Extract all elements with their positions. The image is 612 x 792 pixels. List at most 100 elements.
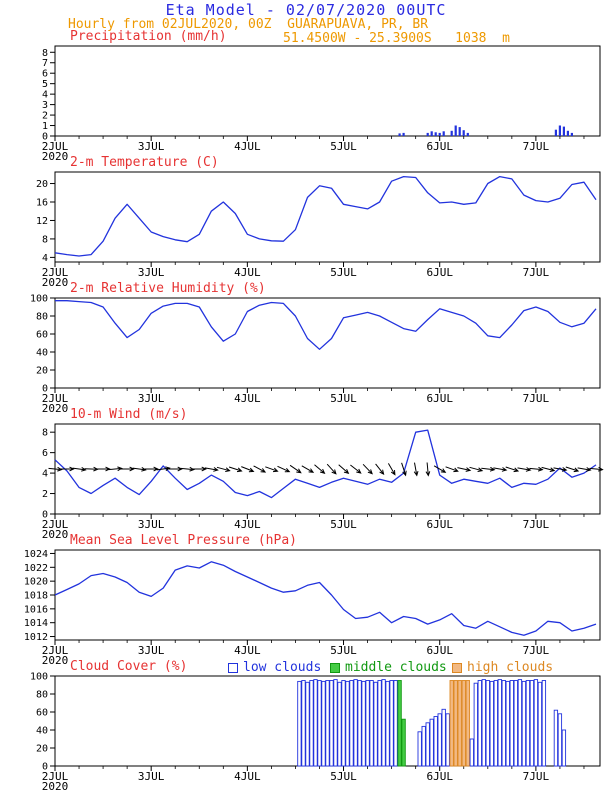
svg-text:80: 80: [36, 690, 48, 701]
svg-text:5JUL: 5JUL: [330, 518, 357, 531]
svg-text:2JUL: 2JUL: [42, 392, 69, 405]
svg-text:20: 20: [36, 744, 48, 755]
legend-low-clouds: low clouds: [228, 660, 321, 675]
svg-text:2JUL: 2JUL: [42, 518, 69, 531]
legend-low-swatch: [228, 662, 238, 673]
svg-text:3JUL: 3JUL: [138, 266, 165, 279]
svg-text:12: 12: [36, 216, 48, 227]
station-location: 51.4500W - 25.3900S 1038 m: [283, 31, 510, 46]
svg-text:6JUL: 6JUL: [426, 392, 453, 405]
svg-text:7JUL: 7JUL: [523, 140, 550, 153]
page-title: Eta Model - 02/07/2020 00UTC: [165, 1, 447, 19]
svg-text:2JUL: 2JUL: [42, 770, 69, 783]
svg-text:4: 4: [42, 469, 48, 480]
svg-text:2: 2: [42, 111, 48, 122]
svg-text:60: 60: [36, 708, 48, 719]
svg-text:2JUL: 2JUL: [42, 140, 69, 153]
mslp-series-line: [54, 561, 597, 636]
svg-text:5JUL: 5JUL: [330, 266, 357, 279]
svg-text:6: 6: [42, 448, 48, 459]
svg-text:7JUL: 7JUL: [523, 518, 550, 531]
temperature-2m-panel: 4 8 12 16 20 2JUL2020 3JUL 4JUL 5JUL 6JUL 7JUL: [36, 171, 601, 289]
svg-text:6JUL: 6JUL: [426, 140, 453, 153]
panel-title-temperature: 2-m Temperature (C): [70, 155, 219, 170]
svg-text:5JUL: 5JUL: [330, 140, 357, 153]
svg-text:6JUL: 6JUL: [426, 770, 453, 783]
svg-text:4JUL: 4JUL: [234, 266, 261, 279]
wind-10m-panel: 0 2 4 6 8 2JUL2020 3JUL 4JUL 5JUL 6JUL 7JUL: [42, 423, 604, 541]
svg-text:4JUL: 4JUL: [234, 644, 261, 657]
svg-text:4JUL: 4JUL: [234, 518, 261, 531]
svg-text:1020: 1020: [24, 577, 48, 588]
svg-text:2020: 2020: [42, 150, 69, 163]
svg-text:0: 0: [42, 510, 48, 521]
svg-text:3JUL: 3JUL: [138, 518, 165, 531]
svg-text:5: 5: [42, 79, 48, 90]
svg-text:1022: 1022: [24, 563, 48, 574]
svg-text:4JUL: 4JUL: [234, 770, 261, 783]
svg-text:60: 60: [36, 330, 48, 341]
svg-text:5JUL: 5JUL: [330, 770, 357, 783]
svg-text:100: 100: [30, 672, 48, 683]
legend-high-swatch: [452, 662, 462, 673]
svg-text:0: 0: [42, 762, 48, 773]
svg-text:7JUL: 7JUL: [523, 266, 550, 279]
svg-text:8: 8: [42, 48, 48, 59]
panel-title-wind: 10-m Wind (m/s): [70, 407, 188, 422]
svg-text:4JUL: 4JUL: [234, 392, 261, 405]
plot-frame: [54, 549, 601, 641]
svg-text:2020: 2020: [42, 402, 69, 415]
svg-text:20: 20: [36, 179, 48, 190]
svg-text:2020: 2020: [42, 654, 69, 667]
svg-text:2JUL: 2JUL: [42, 644, 69, 657]
svg-text:1: 1: [42, 121, 48, 132]
run-subtitle: Hourly from 02JUL2020, 00Z GUARAPUAVA, P…: [68, 17, 429, 32]
svg-text:2: 2: [42, 489, 48, 500]
svg-text:100: 100: [30, 294, 48, 305]
svg-text:3JUL: 3JUL: [138, 770, 165, 783]
panel-title-cloud-cover: Cloud Cover (%): [70, 659, 188, 674]
svg-text:7JUL: 7JUL: [523, 392, 550, 405]
svg-text:6JUL: 6JUL: [426, 644, 453, 657]
relative-humidity-2m-series-line: [55, 300, 597, 350]
svg-text:3JUL: 3JUL: [138, 140, 165, 153]
relative-humidity-2m-panel: 0 20 40 60 80 100 2JUL2020 3JUL 4JUL 5JUL 6JUL 7JUL: [30, 294, 601, 415]
svg-text:5JUL: 5JUL: [330, 392, 357, 405]
legend-high-clouds: high clouds: [452, 660, 553, 675]
svg-text:1018: 1018: [24, 591, 48, 602]
legend-middle-clouds: middle clouds: [330, 660, 447, 675]
svg-text:6JUL: 6JUL: [426, 266, 453, 279]
wind-direction-arrows: [48, 462, 604, 477]
temperature-2m-series-line: [54, 175, 597, 257]
svg-text:8: 8: [42, 428, 48, 439]
precipitation-bars: [398, 125, 573, 136]
legend-high-label: high clouds: [467, 660, 554, 675]
svg-text:6JUL: 6JUL: [426, 518, 453, 531]
panel-title-relative-humidity: 2-m Relative Humidity (%): [70, 281, 266, 296]
svg-text:6: 6: [42, 69, 48, 80]
svg-text:2020: 2020: [42, 780, 69, 792]
svg-text:7JUL: 7JUL: [523, 770, 550, 783]
legend-mid-label: middle clouds: [345, 660, 447, 675]
plot-frame: [54, 171, 601, 263]
panel-title-mslp: Mean Sea Level Pressure (hPa): [70, 533, 297, 548]
svg-text:1014: 1014: [24, 618, 48, 629]
svg-text:1016: 1016: [24, 604, 48, 615]
svg-text:2020: 2020: [42, 276, 69, 289]
wind-10m-series-line: [54, 429, 597, 499]
svg-text:40: 40: [36, 726, 48, 737]
plot-frame: [54, 297, 601, 389]
mslp-panel: 1012 1014 1016 1018 1020 1022 1024 2JUL2020 3JUL…: [24, 549, 601, 667]
svg-text:3JUL: 3JUL: [138, 392, 165, 405]
svg-text:4: 4: [42, 253, 48, 264]
svg-text:7JUL: 7JUL: [523, 644, 550, 657]
svg-text:2020: 2020: [42, 528, 69, 541]
panel-title-precipitation: Precipitation (mm/h): [70, 29, 227, 44]
svg-text:4: 4: [42, 90, 48, 101]
svg-text:5JUL: 5JUL: [330, 644, 357, 657]
plot-frame: [54, 45, 601, 137]
svg-text:7: 7: [42, 58, 48, 69]
legend-low-label: low clouds: [243, 660, 322, 675]
